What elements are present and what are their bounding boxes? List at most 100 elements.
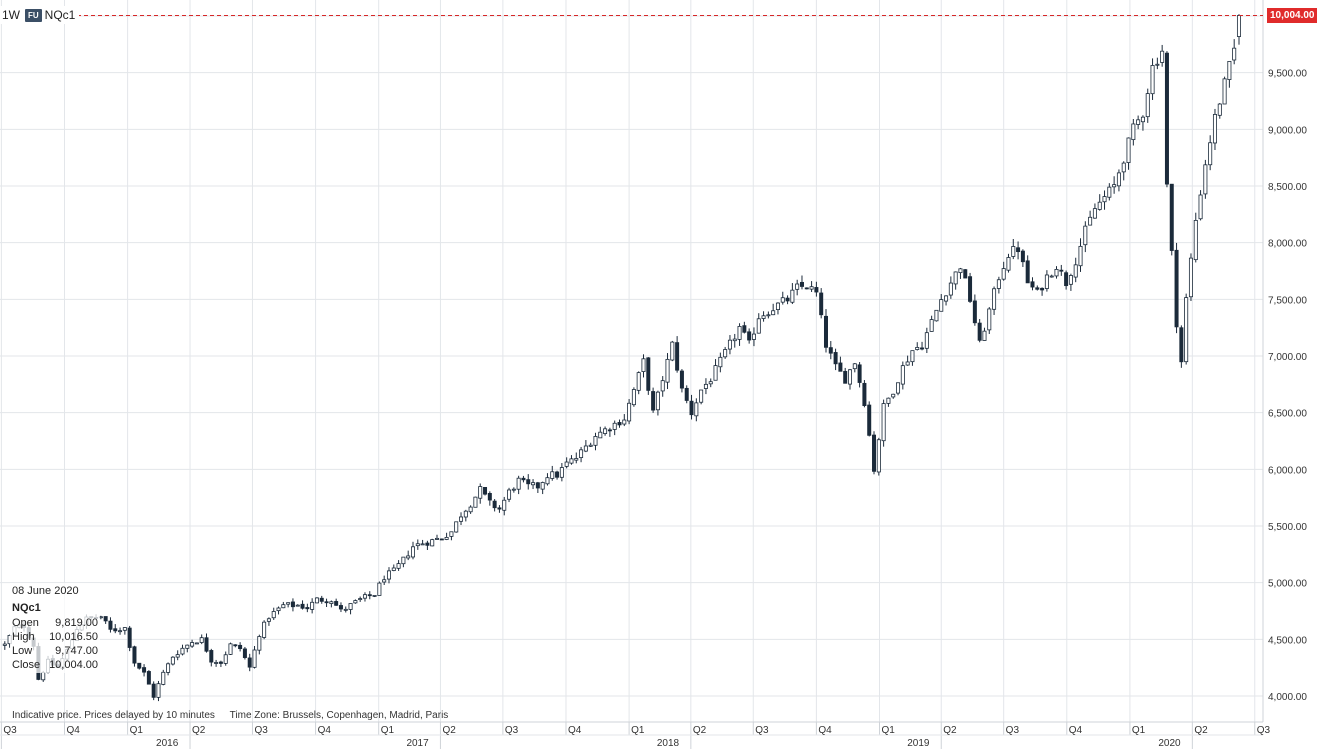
candle [497, 505, 502, 513]
candle [1126, 137, 1131, 170]
candle-body [924, 332, 929, 349]
candle [795, 279, 800, 296]
interval-label[interactable]: 1W [2, 8, 20, 22]
candle [655, 390, 660, 416]
candle [334, 598, 339, 606]
candle [588, 442, 593, 448]
symbol-label[interactable]: NQc1 [44, 8, 76, 22]
candle-body [795, 283, 800, 290]
candle [1001, 261, 1006, 281]
x-tick-label: Q1 [130, 725, 144, 736]
candle-body [199, 637, 204, 643]
candle-body [857, 364, 862, 383]
candle [204, 633, 209, 653]
candle-body [564, 461, 569, 467]
candle-body [948, 282, 953, 296]
candle-body [583, 445, 588, 452]
candle [1016, 241, 1021, 260]
candle-body [612, 422, 617, 430]
candle [809, 281, 814, 292]
candle-body [406, 555, 411, 559]
candle [881, 399, 886, 447]
candle [410, 541, 415, 560]
candle-body [214, 662, 219, 664]
candle [1160, 44, 1165, 67]
candle [262, 620, 267, 640]
candle [1236, 14, 1241, 45]
candle-body [276, 607, 281, 612]
candle [958, 267, 963, 279]
candle [737, 323, 742, 346]
candle-body [1126, 137, 1131, 163]
candle [747, 328, 752, 344]
candle-body [1232, 47, 1237, 61]
candle-body [190, 642, 195, 647]
candle [338, 602, 343, 613]
candle [266, 617, 271, 626]
candle-body [785, 297, 790, 302]
x-tick-label: Q4 [568, 725, 582, 736]
candle-body [175, 654, 180, 658]
candle-body [1112, 184, 1117, 188]
candle-body [516, 477, 521, 490]
candle-body [598, 431, 603, 439]
candle [689, 394, 694, 420]
candle [214, 659, 219, 667]
candle-body [329, 601, 334, 604]
candle [1040, 287, 1045, 296]
candle [1030, 277, 1035, 291]
candle-body [180, 647, 185, 655]
candle-body [766, 314, 771, 317]
candle [425, 540, 430, 551]
delay-note: Indicative price. Prices delayed by 10 m… [12, 710, 215, 721]
candle [1208, 135, 1213, 171]
candle [286, 602, 291, 608]
candle-body [703, 383, 708, 389]
candle-body [1040, 287, 1045, 291]
candle-body [675, 342, 680, 371]
candle-body [641, 358, 646, 372]
candle-body [732, 338, 737, 342]
candle [209, 648, 214, 667]
candle-body [780, 297, 785, 303]
candle [314, 597, 319, 604]
candle-body [454, 521, 459, 533]
ohlc-info-box: 08 June 2020 NQc1 Open 9,819.00 High 10,… [10, 583, 100, 673]
candle [1064, 270, 1069, 290]
candle-body [737, 326, 742, 340]
candle [742, 321, 747, 334]
candle [660, 376, 665, 397]
candle [631, 387, 636, 407]
candle-body [1092, 208, 1097, 219]
x-tick-label: Q4 [1069, 725, 1083, 736]
candle-body [257, 636, 262, 651]
candle-body [353, 600, 358, 604]
candle [1035, 285, 1040, 291]
candle-body [338, 605, 343, 610]
candle-body [843, 370, 848, 384]
candle [1131, 118, 1136, 146]
candle [223, 651, 228, 666]
candle-body [348, 603, 353, 610]
candle [665, 353, 670, 390]
info-row-open: Open 9,819.00 [12, 616, 98, 630]
candle-body [1203, 164, 1208, 195]
candle [948, 276, 953, 299]
candle-body [468, 506, 473, 513]
candle-body [665, 358, 670, 383]
candle-body [41, 672, 46, 681]
candle [804, 287, 809, 290]
candle [329, 600, 334, 608]
footnote: Indicative price. Prices delayed by 10 m… [12, 710, 448, 721]
candle [636, 371, 641, 395]
candle [386, 567, 391, 584]
candle [1232, 39, 1237, 65]
candle-body [761, 315, 766, 319]
candle [785, 295, 790, 305]
candle-body [185, 644, 190, 649]
candle-body [771, 310, 776, 316]
candle-body [281, 604, 286, 609]
candle [790, 283, 795, 305]
candle-body [262, 621, 267, 638]
